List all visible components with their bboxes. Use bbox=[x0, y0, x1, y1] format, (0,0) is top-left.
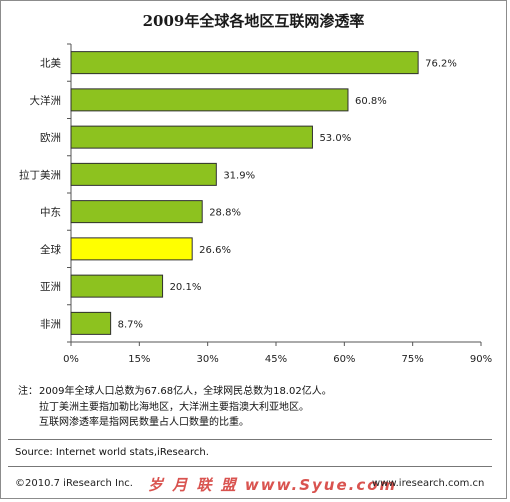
value-label: 28.8% bbox=[209, 208, 241, 219]
bar bbox=[70, 51, 419, 75]
notes-prefix: 注： bbox=[18, 386, 38, 397]
copyright-text: ©2010.7 iResearch Inc. bbox=[15, 478, 133, 489]
bar bbox=[70, 125, 313, 149]
note-row-2: 拉丁美洲主要指加勒比海地区，大洋洲主要指澳大利亚地区。 bbox=[18, 400, 332, 416]
value-label: 26.6% bbox=[199, 245, 231, 256]
value-label: 76.2% bbox=[425, 59, 457, 70]
bar bbox=[70, 200, 203, 224]
category-label: 欧洲 bbox=[40, 132, 61, 144]
category-label: 亚洲 bbox=[40, 281, 61, 293]
category-label: 大洋洲 bbox=[30, 94, 62, 107]
category-label: 拉丁美洲 bbox=[19, 168, 61, 181]
x-tick-label: 45% bbox=[265, 354, 287, 365]
x-tick-label: 75% bbox=[402, 354, 424, 365]
bar bbox=[70, 162, 217, 186]
value-label: 8.7% bbox=[118, 319, 143, 330]
x-tick-label: 90% bbox=[470, 354, 492, 365]
source-text: Source: Internet world stats,iResearch. bbox=[15, 447, 209, 458]
divider-bottom bbox=[8, 466, 492, 467]
bar bbox=[70, 237, 193, 261]
x-tick-label: 60% bbox=[333, 354, 355, 365]
notes: 注： 2009年全球人口总数为67.68亿人，全球网民总数为18.02亿人。 拉… bbox=[18, 384, 332, 431]
value-label: 60.8% bbox=[355, 96, 387, 107]
note-row-1: 注： 2009年全球人口总数为67.68亿人，全球网民总数为18.02亿人。 bbox=[18, 384, 332, 400]
bar bbox=[70, 274, 164, 298]
x-tick-label: 0% bbox=[63, 354, 79, 365]
value-label: 31.9% bbox=[223, 170, 255, 181]
watermark-text: 岁 月 联 盟 www.Syue.com bbox=[148, 476, 398, 494]
category-label: 非洲 bbox=[40, 318, 61, 330]
divider-top bbox=[8, 439, 492, 440]
note-line-3: 互联网渗透率是指网民数量占人口数量的比重。 bbox=[39, 417, 249, 428]
category-label: 全球 bbox=[40, 243, 61, 256]
category-label: 中东 bbox=[40, 206, 61, 219]
value-label: 53.0% bbox=[319, 133, 351, 144]
x-tick-label: 15% bbox=[128, 354, 150, 365]
bar-chart: 0% 15% 30% 45% 60% 75% 90% 北美 76.2% 大洋洲 60.8% 欧洲 53.… bbox=[19, 43, 492, 365]
note-row-3: 互联网渗透率是指网民数量占人口数量的比重。 bbox=[18, 415, 332, 431]
chart-title: 2009年全球各地区互联网渗透率 bbox=[142, 12, 365, 30]
bar bbox=[70, 88, 349, 112]
x-tick-label: 30% bbox=[197, 354, 219, 365]
note-line-2: 拉丁美洲主要指加勒比海地区，大洋洲主要指澳大利亚地区。 bbox=[39, 401, 309, 413]
category-label: 北美 bbox=[40, 57, 61, 70]
note-line-1: 2009年全球人口总数为67.68亿人，全球网民总数为18.02亿人。 bbox=[39, 386, 332, 397]
website-link[interactable]: www.iresearch.com.cn bbox=[372, 478, 485, 489]
value-label: 20.1% bbox=[170, 282, 202, 293]
bar bbox=[70, 311, 112, 335]
